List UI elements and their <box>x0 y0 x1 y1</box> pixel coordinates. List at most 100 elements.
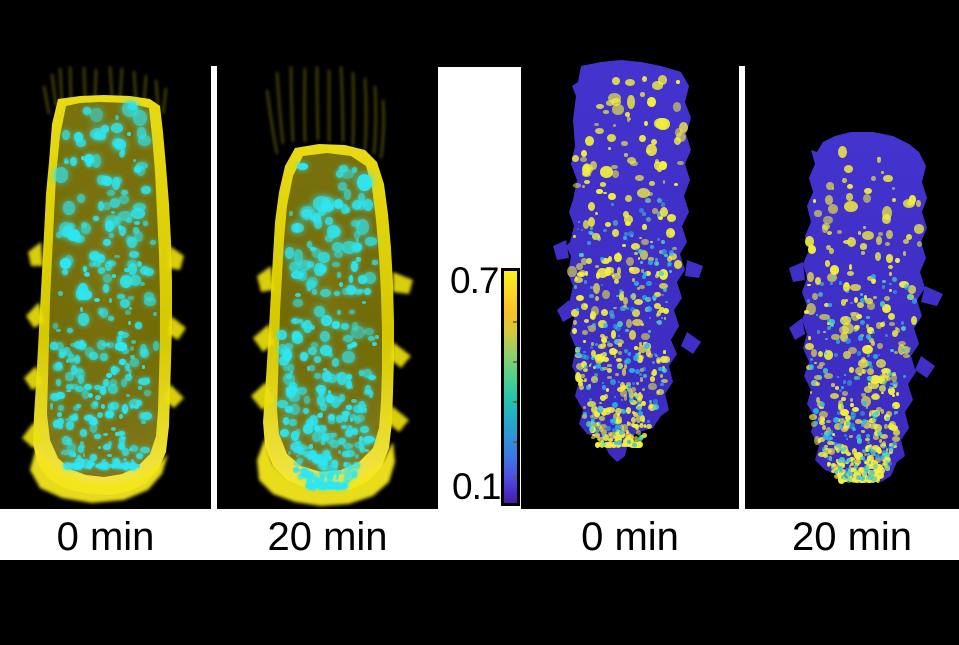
punctum <box>117 293 126 300</box>
punctum <box>127 237 138 249</box>
punctum <box>805 236 815 247</box>
punctum <box>895 257 900 263</box>
punctum-low <box>828 303 832 307</box>
punctum-low <box>850 301 854 305</box>
punctum <box>338 437 347 444</box>
punctum <box>866 324 870 329</box>
punctum <box>79 339 84 348</box>
punctum-low <box>877 362 880 365</box>
punctum <box>615 407 622 414</box>
punctum <box>814 435 820 446</box>
punctum <box>599 394 607 402</box>
punctum <box>885 456 892 463</box>
punctum <box>132 109 147 126</box>
punctum <box>648 405 654 408</box>
punctum <box>128 372 132 377</box>
punctum <box>357 173 373 191</box>
punctum <box>666 256 672 263</box>
punctum <box>582 367 588 372</box>
intensity-colorbar <box>501 268 520 506</box>
punctum <box>299 468 303 472</box>
punctum <box>648 192 653 196</box>
punctum <box>626 421 629 425</box>
punctum-low <box>628 219 632 222</box>
panel-raw-20min <box>217 66 438 509</box>
punctum-low <box>657 198 663 204</box>
punctum <box>108 384 118 395</box>
punctum <box>289 261 301 273</box>
punctum <box>868 338 874 344</box>
punctum <box>320 437 326 445</box>
punctum <box>340 424 348 430</box>
punctum <box>290 223 304 233</box>
punctum <box>617 386 625 393</box>
punctum <box>877 343 883 350</box>
punctum-low <box>846 290 849 294</box>
punctum <box>867 327 874 335</box>
punctum-low <box>888 282 892 286</box>
punctum <box>110 427 117 432</box>
punctum <box>655 118 670 130</box>
punctum <box>847 183 854 189</box>
punctum <box>359 436 363 443</box>
punctum <box>631 277 636 282</box>
punctum <box>589 421 596 429</box>
punctum <box>583 163 594 174</box>
punctum-low <box>830 282 834 286</box>
punctum-low <box>657 237 661 241</box>
punctum-low <box>829 319 836 325</box>
punctum <box>124 267 129 273</box>
punctum <box>617 267 622 275</box>
punctum-low <box>626 440 631 444</box>
punctum-low <box>865 315 870 320</box>
punctum <box>854 297 859 304</box>
punctum <box>107 464 113 468</box>
punctum <box>77 375 84 385</box>
punctum <box>899 281 910 289</box>
punctum <box>829 264 839 275</box>
punctum-low <box>578 368 582 372</box>
punctum-low <box>637 248 643 254</box>
punctum <box>641 238 649 246</box>
punctum <box>306 286 311 292</box>
punctum <box>646 424 653 430</box>
punctum <box>331 261 340 267</box>
punctum <box>627 442 633 448</box>
punctum-low <box>611 427 618 434</box>
punctum-low <box>838 423 843 428</box>
punctum <box>108 316 115 322</box>
punctum <box>352 472 357 479</box>
punctum <box>292 333 304 344</box>
punctum-low <box>872 412 879 419</box>
punctum <box>307 366 311 371</box>
punctum-low <box>843 374 846 377</box>
punctum-low <box>846 472 850 476</box>
punctum-low <box>846 380 853 387</box>
punctum-low <box>645 296 651 303</box>
punctum <box>324 217 333 225</box>
punctum <box>152 341 160 352</box>
punctum <box>64 349 73 356</box>
punctum-low <box>615 428 620 432</box>
punctum-low <box>832 276 835 279</box>
punctum-low <box>656 319 662 325</box>
punctum <box>592 283 600 295</box>
punctum <box>611 164 619 170</box>
punctum <box>623 153 629 158</box>
punctum <box>627 95 635 110</box>
punctum <box>293 249 303 266</box>
punctum <box>117 430 126 436</box>
punctum <box>140 348 149 358</box>
punctum <box>59 352 65 358</box>
punctum-low <box>599 256 604 261</box>
punctum <box>364 448 369 453</box>
punctum <box>143 268 154 277</box>
punctum <box>106 341 115 349</box>
punctum <box>606 134 617 143</box>
punctum-low <box>825 337 828 340</box>
punctum <box>597 236 602 241</box>
punctum <box>580 258 587 265</box>
punctum <box>104 219 115 233</box>
punctum <box>69 415 77 421</box>
punctum-low <box>820 402 825 407</box>
